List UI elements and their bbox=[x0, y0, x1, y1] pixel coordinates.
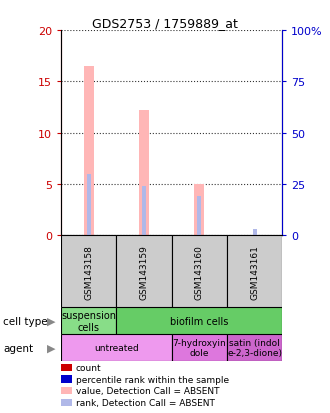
Text: value, Detection Call = ABSENT: value, Detection Call = ABSENT bbox=[76, 386, 219, 395]
Bar bbox=[252, 229, 256, 235]
Text: cell type: cell type bbox=[3, 316, 48, 326]
Bar bbox=[172, 335, 227, 361]
Text: percentile rank within the sample: percentile rank within the sample bbox=[76, 375, 229, 384]
Bar bbox=[116, 308, 282, 335]
Text: satin (indol
e-2,3-dione): satin (indol e-2,3-dione) bbox=[227, 338, 282, 358]
Text: ▶: ▶ bbox=[47, 343, 55, 353]
Bar bbox=[142, 186, 146, 235]
Text: rank, Detection Call = ABSENT: rank, Detection Call = ABSENT bbox=[76, 398, 214, 407]
Bar bbox=[197, 197, 201, 235]
Bar bbox=[87, 174, 91, 235]
Bar bbox=[84, 67, 94, 235]
Bar bbox=[194, 184, 204, 235]
Bar bbox=[116, 235, 172, 308]
Bar bbox=[172, 235, 227, 308]
Text: untreated: untreated bbox=[94, 344, 139, 352]
Text: ▶: ▶ bbox=[47, 316, 55, 326]
Text: GSM143160: GSM143160 bbox=[195, 244, 204, 299]
Text: 7-hydroxyin
dole: 7-hydroxyin dole bbox=[172, 338, 226, 358]
Text: GSM143158: GSM143158 bbox=[84, 244, 93, 299]
Text: GDS2753 / 1759889_at: GDS2753 / 1759889_at bbox=[92, 17, 238, 29]
Bar bbox=[227, 235, 282, 308]
Bar bbox=[139, 111, 149, 235]
Text: agent: agent bbox=[3, 343, 33, 353]
Bar bbox=[227, 335, 282, 361]
Bar bbox=[61, 335, 172, 361]
Text: GSM143161: GSM143161 bbox=[250, 244, 259, 299]
Bar bbox=[61, 308, 116, 335]
Bar bbox=[61, 235, 116, 308]
Text: biofilm cells: biofilm cells bbox=[170, 316, 228, 326]
Text: suspension
cells: suspension cells bbox=[61, 310, 116, 332]
Text: GSM143159: GSM143159 bbox=[140, 244, 148, 299]
Text: count: count bbox=[76, 363, 101, 372]
